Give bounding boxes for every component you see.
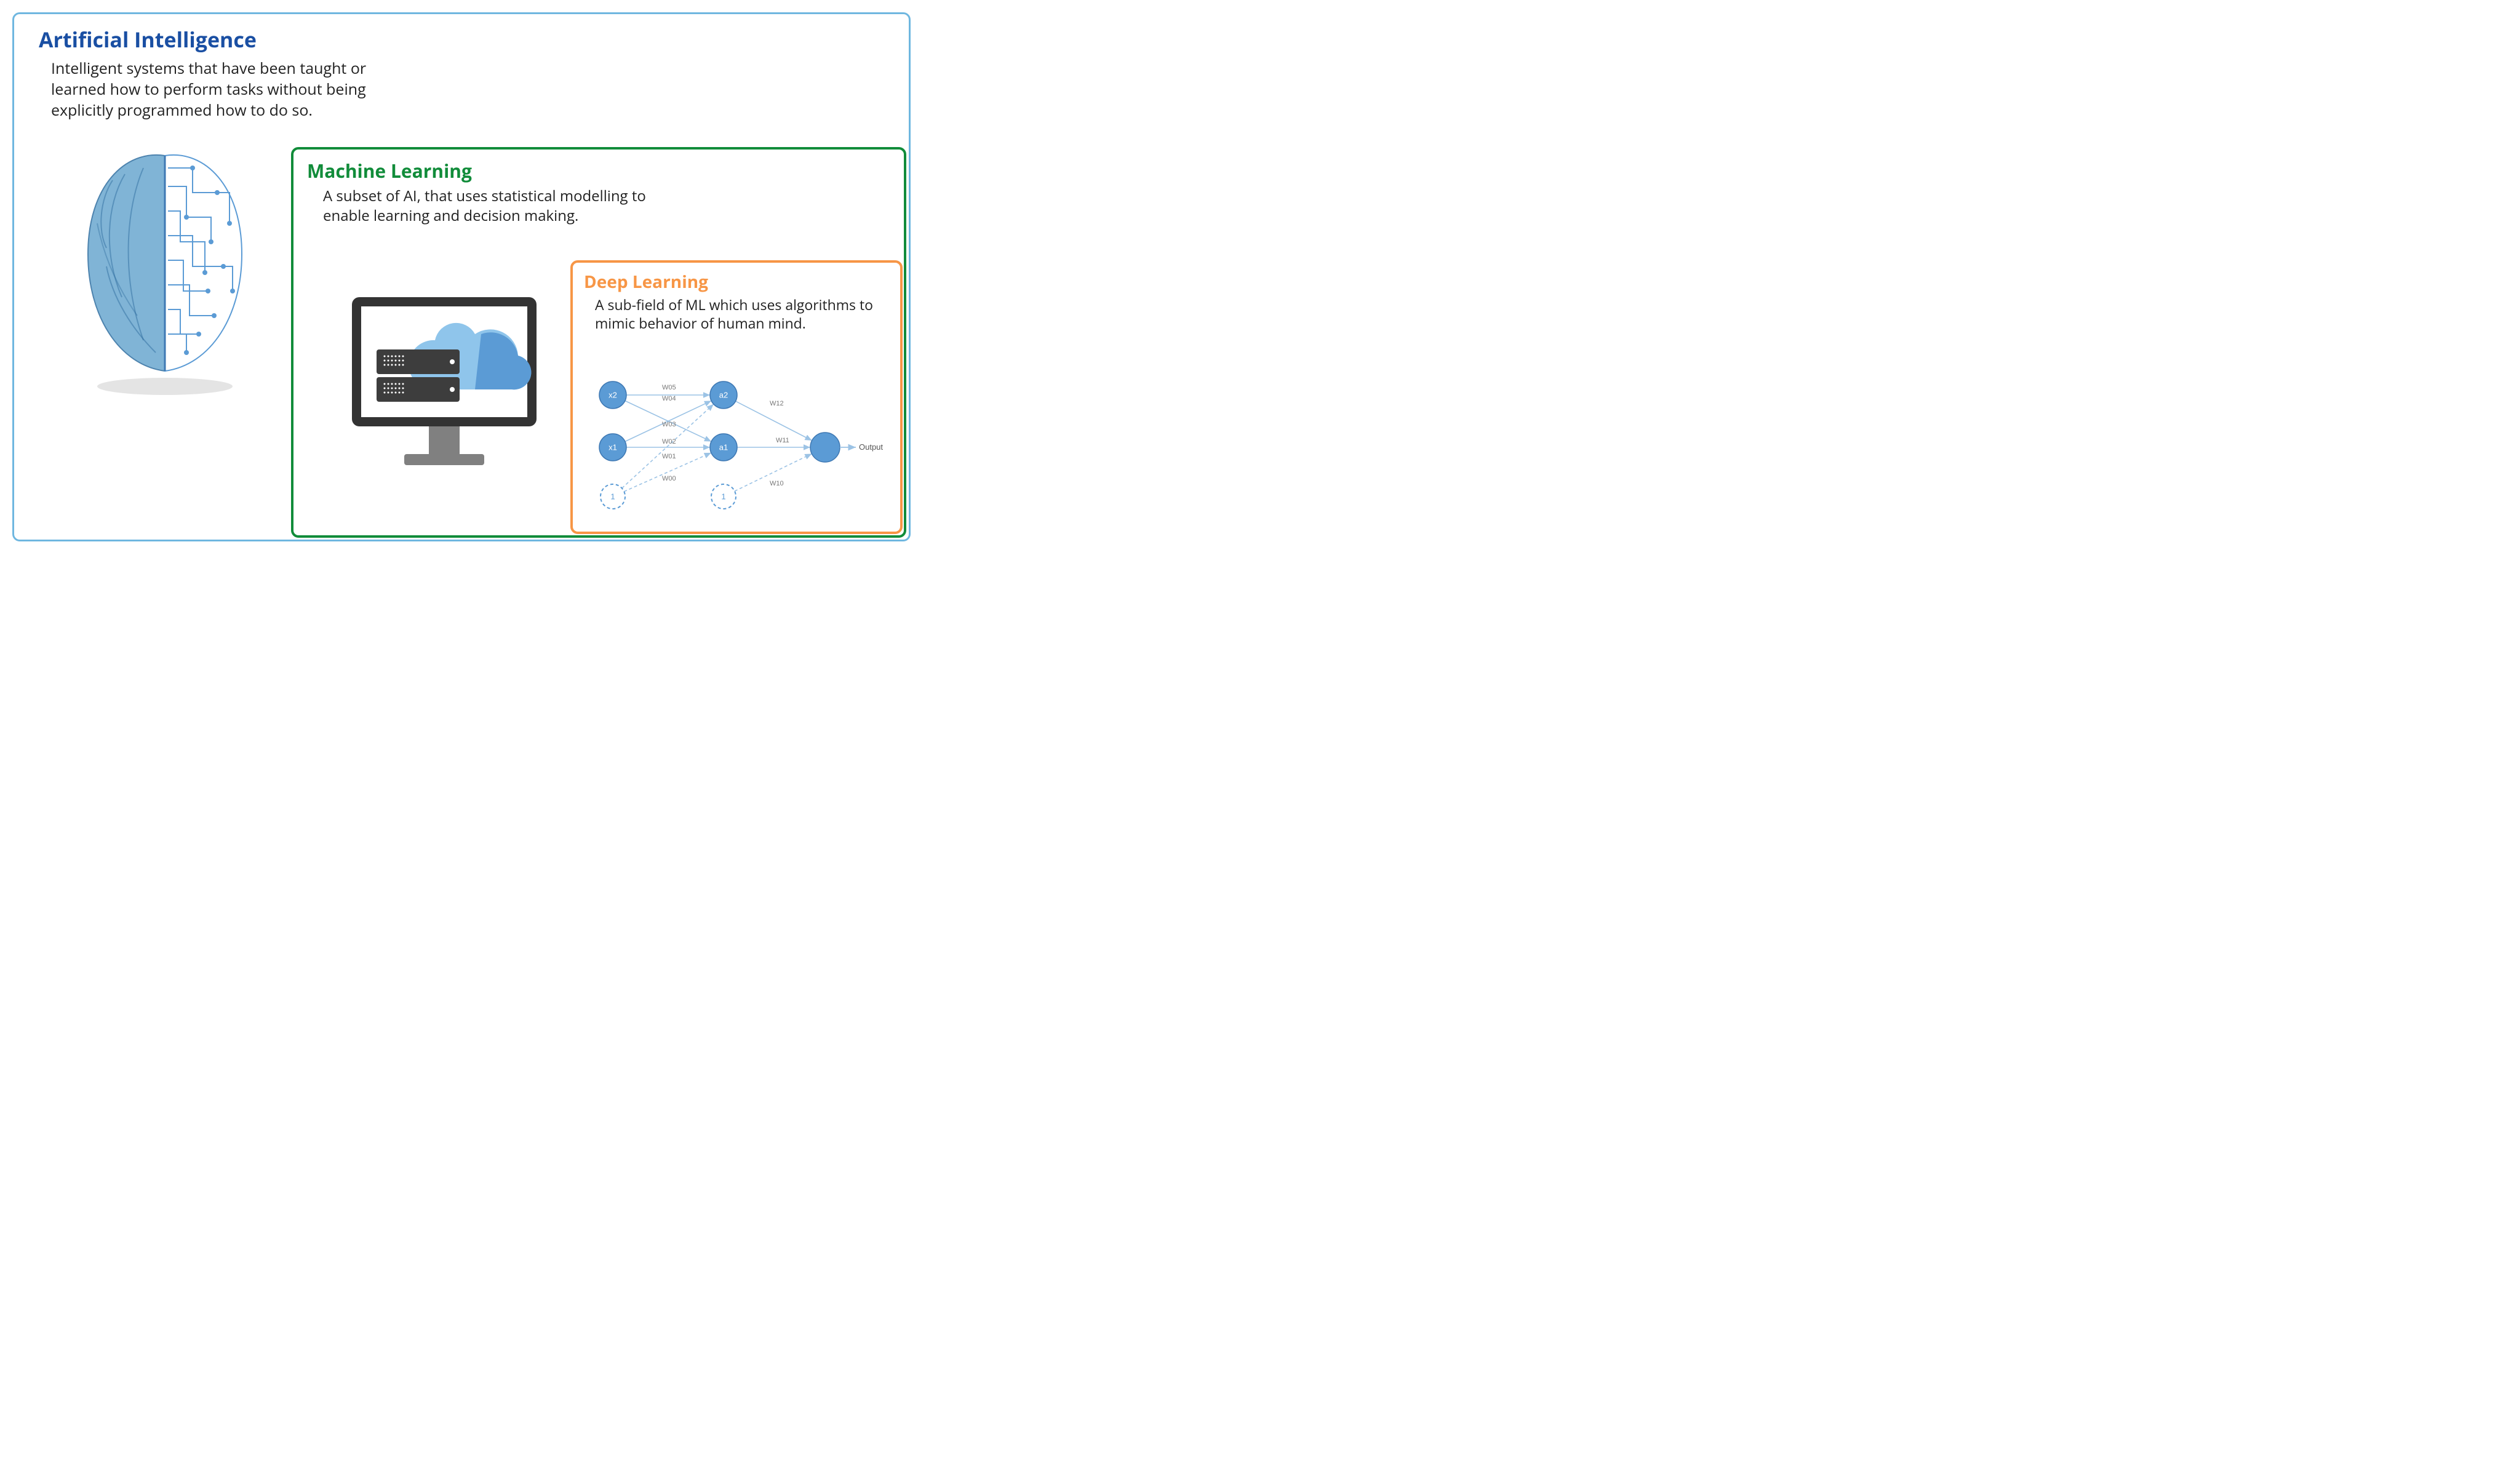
ai-container: Artificial Intelligence Intelligent syst…: [12, 12, 911, 541]
svg-text:1: 1: [721, 492, 725, 501]
ml-container: Machine Learning A subset of AI, that us…: [291, 147, 906, 538]
svg-text:W11: W11: [776, 437, 789, 444]
dl-container: Deep Learning A sub-field of ML which us…: [570, 260, 903, 534]
svg-text:W01: W01: [662, 453, 676, 460]
svg-text:a1: a1: [719, 442, 728, 452]
dl-title: Deep Learning: [584, 270, 708, 293]
svg-text:x2: x2: [609, 390, 617, 399]
svg-text:W02: W02: [662, 438, 676, 445]
monitor-cloud-server-icon: [343, 285, 546, 488]
ai-description: Intelligent systems that have been taugh…: [51, 58, 420, 121]
ml-title: Machine Learning: [307, 158, 472, 183]
svg-text:x1: x1: [609, 442, 617, 452]
svg-text:1: 1: [610, 492, 615, 501]
svg-text:W03: W03: [662, 421, 676, 428]
dl-description: A sub-field of ML which uses algorithms …: [595, 296, 890, 333]
neural-network-diagram: x2 x1 1 a2 a1 1 W05 W04 W03 W02 W01 W00 W12 W11 W10 O…: [579, 367, 899, 527]
svg-text:W04: W04: [662, 395, 676, 402]
ml-description: A subset of AI, that uses statistical mo…: [323, 186, 692, 226]
svg-text:Output: Output: [859, 442, 883, 452]
svg-text:a2: a2: [719, 390, 728, 399]
svg-text:W12: W12: [770, 400, 784, 407]
svg-text:W05: W05: [662, 384, 676, 391]
ai-title: Artificial Intelligence: [39, 25, 257, 54]
svg-text:W10: W10: [770, 480, 784, 487]
brain-circuit-icon: [70, 143, 260, 402]
svg-text:W00: W00: [662, 475, 676, 482]
